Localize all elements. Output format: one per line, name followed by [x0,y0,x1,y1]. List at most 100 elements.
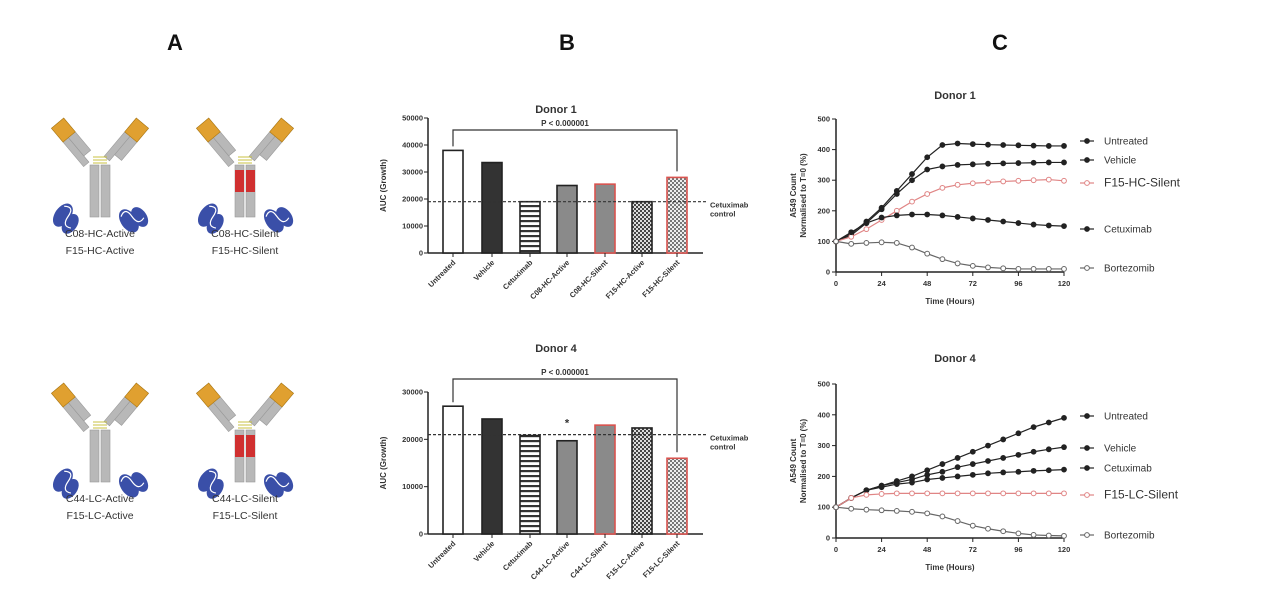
series-vehicle: Vehicle [833,444,1137,511]
y-tick-label: 400 [817,410,830,419]
fc-chain [100,429,111,483]
data-point [954,464,961,471]
data-point [939,163,946,170]
bar [594,183,616,254]
y-tick-label: 500 [817,115,830,124]
target-receptor [118,207,149,233]
receptor-loop [64,470,72,494]
x-tick-label: 0 [834,279,838,288]
x-tick-label: 120 [1058,545,1071,554]
data-point [939,468,946,475]
x-tick-label: C08-HC-Active [528,258,571,301]
antibody-diagram: C44-LC-Silent F15-LC-Silent [196,382,294,522]
panel-label-a: A [167,30,183,55]
data-point [969,161,976,168]
antibody-fab-arm [51,117,92,168]
p-value-label: P < 0.000001 [541,368,589,377]
data-point [1015,451,1022,458]
receptor-lobe [131,472,149,492]
data-point [969,215,976,222]
data-point [909,211,915,218]
reference-line-label: Cetuximab [710,434,749,443]
data-point [924,211,931,218]
y-axis-label: AUC (Growth) [379,436,388,489]
legend-marker [1084,157,1090,163]
data-point [969,262,976,269]
silencing-mutation [246,435,255,457]
data-point [939,513,946,520]
data-point [969,522,976,529]
bar [481,418,503,535]
series-untreated: Untreated [833,137,1148,245]
x-tick-label: 96 [1014,279,1022,288]
data-point [1030,490,1037,497]
data-point [969,471,976,478]
x-tick-label: Vehicle [472,539,497,564]
legend-marker [1084,138,1090,144]
legend-label: Untreated [1104,412,1148,423]
data-point [1030,467,1037,474]
data-point [848,495,855,501]
data-point [1061,177,1067,184]
data-point [924,250,931,257]
data-point [985,470,991,477]
data-point [969,180,976,187]
x-tick-label: Vehicle [472,258,497,283]
x-tick-label: Cetuximab [501,539,535,573]
x-axis-label: Time (Hours) [925,297,975,306]
receptor-loop [265,210,290,223]
data-point [1030,532,1037,538]
data-point [1030,221,1037,228]
x-tick-label: F15-HC-Active [604,258,647,301]
data-point [1045,532,1052,539]
silencing-mutation [235,170,244,192]
legend-label: Untreated [1104,137,1148,148]
y-axis-label: AUC (Growth) [379,159,388,212]
data-point [893,191,900,197]
legend-label: Bortezomib [1104,531,1155,542]
antibody-label: C08-HC-Silent [211,228,279,240]
data-point [924,191,931,197]
antibody-fab-arm [103,117,149,162]
data-point [1015,530,1022,537]
data-point [969,461,976,467]
fc-chain [89,429,100,483]
data-point [863,491,870,498]
data-point [924,476,931,483]
target-receptor [52,468,79,499]
data-point [878,491,885,497]
legend-marker [1084,226,1090,232]
panel-a-antibodies: C08-HC-Active F15-HC-Active C08-HC-Silent F… [51,117,294,522]
y-tick-label: 10000 [402,222,423,231]
data-point [833,238,839,245]
reference-line-label: control [710,443,735,452]
bar [666,457,688,535]
data-point [1000,160,1007,167]
legend-marker [1084,265,1090,271]
data-point [1000,142,1007,148]
receptor-loop [209,470,217,494]
antibody-label: F15-HC-Active [66,245,135,257]
data-point [969,448,976,455]
legend-label: Vehicle [1104,156,1137,167]
data-point [985,442,991,449]
antibody-label: F15-LC-Active [66,510,133,522]
variable-domain [51,117,76,143]
panel-label-b: B [559,30,575,55]
x-tick-label: 48 [923,545,931,554]
bar [556,439,578,535]
data-point [1030,142,1037,149]
data-point [848,505,855,512]
panel-label-c: C [992,30,1008,55]
fc-chain [89,164,100,218]
y-axis-label: A549 Count [789,438,798,483]
data-point [939,490,946,497]
legend-label: F15-HC-Silent [1104,176,1181,190]
y-tick-label: 40000 [402,141,423,150]
data-point [1061,532,1067,539]
line-chart-donor-1: Donor 1 0 100 200 300 400 500 0 24 48 72 96 120 Time … [789,90,1181,306]
x-tick-label: 96 [1014,545,1022,554]
series-cetuximab: Cetuximab [833,211,1152,245]
data-point [878,484,885,491]
target-receptor [197,468,224,499]
